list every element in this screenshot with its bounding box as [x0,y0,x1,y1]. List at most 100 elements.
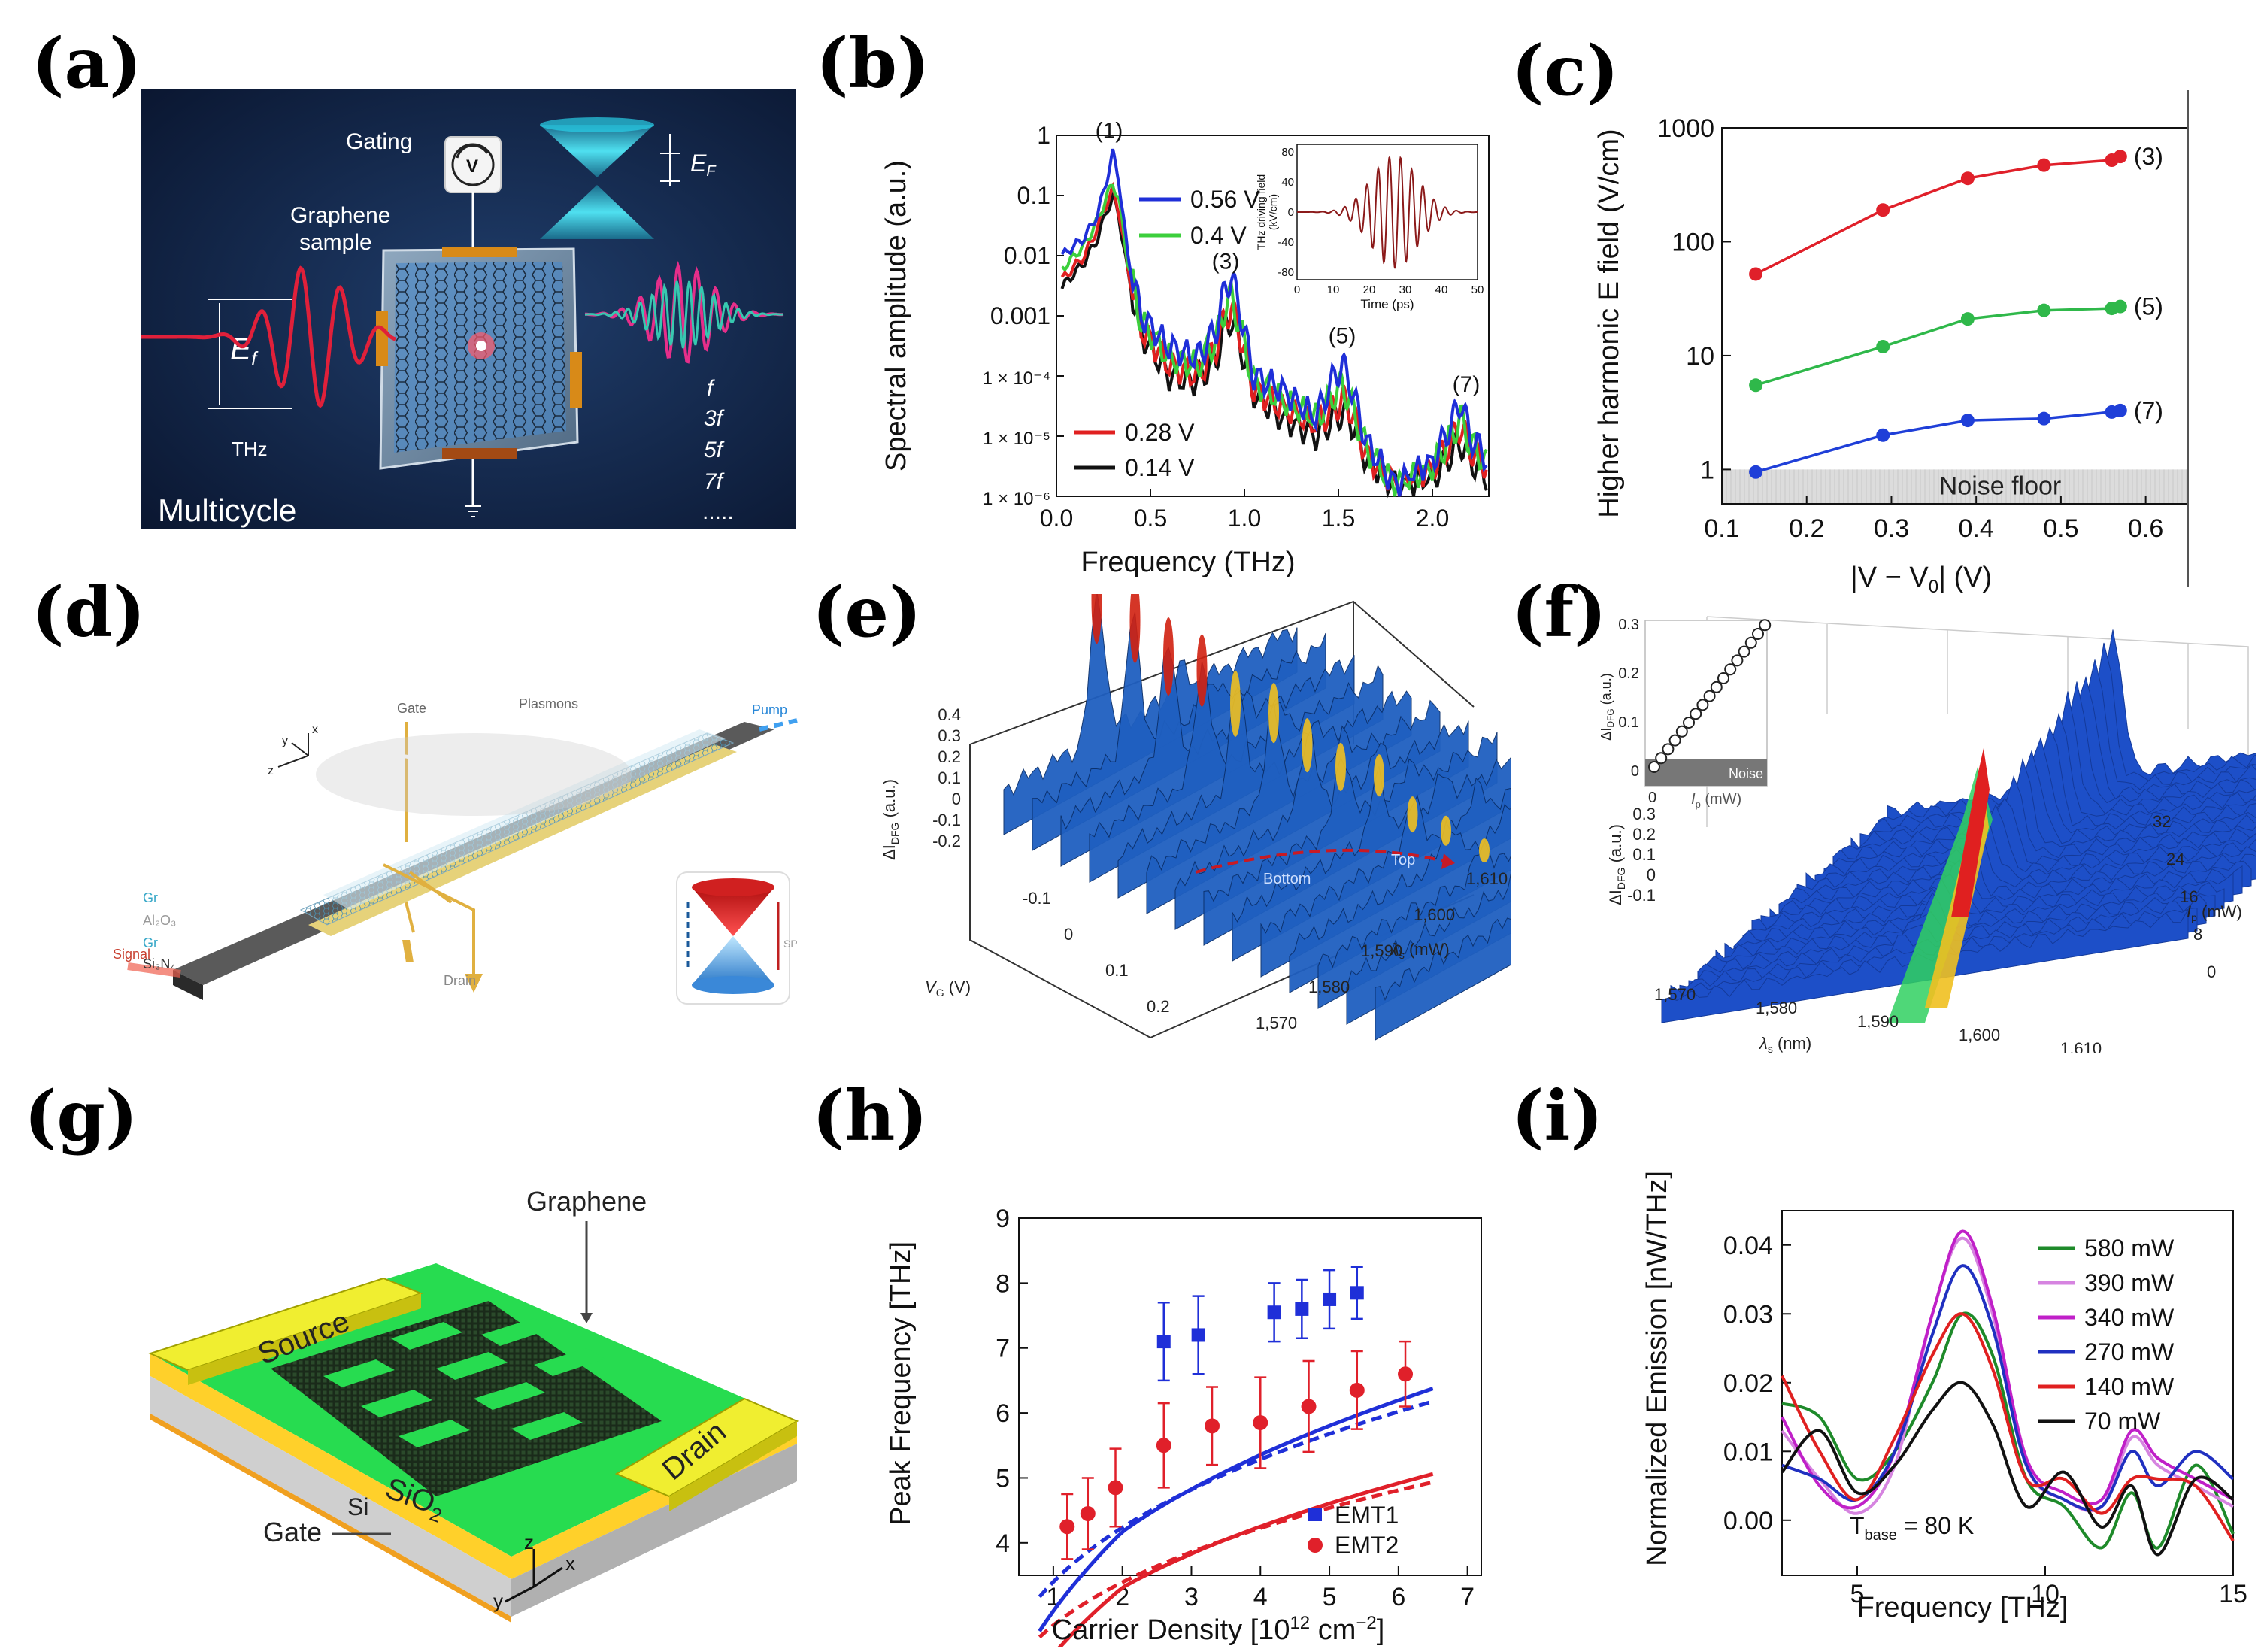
panel-c-point [1876,428,1890,442]
panel-f-inset: Noise 0.3 0.2 0.1 00 Ip (mW) ΔIDFG (a.u.) [1599,617,1772,810]
panel-h-legend: EMT1 EMT2 [1308,1502,1399,1559]
e-field-label: E [230,331,252,366]
plasmon-glow [316,733,632,816]
panel-c-point [1960,171,1975,186]
dirac-cone-icon: EF [540,117,717,239]
panel-h-ytick-label: 6 [996,1399,1010,1428]
panel-h-point-emt2 [1156,1438,1171,1453]
panel-f-iptick-label: 16 [2180,887,2198,906]
panel-f-ip-label-main: I [2187,902,2191,921]
panel-f-lstick-label: 1,590 [1857,1012,1899,1031]
panel-h-point-emt1 [1295,1302,1309,1316]
panel-f-iptick-label: 32 [2153,812,2171,831]
panel-f-ip-label-unit: (mW) [2197,902,2242,921]
panel-f-inset-point [1696,699,1709,711]
gate-label: Gate [263,1517,322,1547]
drain-electrode [614,1397,799,1511]
panel-f-iptick-label: 8 [2193,925,2202,944]
panel-b-legend-label: 0.56 V [1190,186,1260,213]
noise-floor-label: Noise floor [1939,471,2062,500]
svg-text:EF: EF [690,150,717,180]
panel-e-peak [1302,718,1313,773]
panel-i-frame [1781,1210,2234,1576]
panel-f-iptick-label: 24 [2166,850,2184,868]
panel-h-ytick-label: 7 [996,1335,1010,1363]
panel-label-d: (d) [32,571,146,653]
source-electrode [148,1277,423,1385]
panel-e-z-ticks: 0.4 0.3 0.2 0.1 0 -0.1 -0.2 [932,705,961,850]
panel-i-xtick-label: 10 [2031,1580,2059,1608]
panel-c-point [2113,150,2127,164]
panel-e-ls-label: λs (mW) [1390,940,1450,961]
dirac-cone-inset-icon: SP [676,871,798,1005]
panel-c-point [2113,299,2127,314]
panel-e-zlabel-sub: DFG [889,823,901,845]
panel-e-ls-label-sub: s [1399,949,1405,961]
panel-h-legend-label-emt2: EMT2 [1335,1532,1399,1559]
panel-e-zlabel-main: ΔI [880,844,899,860]
emitted-harmonic-wave-2 [584,280,783,349]
panel-h-xtick-label: 3 [1184,1583,1199,1611]
panel-c-xtick-label: 0.3 [1874,514,1909,543]
panel-b-inset-xtick-label: 10 [1327,283,1340,296]
panel-c-ytick-label: 10 [1686,342,1714,371]
panel-i-legend-label: 390 mW [2084,1269,2175,1296]
panel-i-series-580mW [1781,1311,2235,1550]
panel-e-lstick-label: 1,570 [1256,1014,1297,1032]
panel-b-inset: 0 10 20 30 40 50 80 40 0 -40 -80 Time (ps) THz drivi… [1255,144,1484,311]
panel-f-inset-point [1752,628,1764,640]
panel-f-ip-ticks: 08 16 24 32 [2153,812,2216,981]
gate-label: Gate [397,701,426,716]
panel-f-ls-ticks: 1,570 1,580 1,590 1,600 1,610 [1654,985,2102,1053]
panel-f-vg-label-main: V [1684,917,1697,936]
panel-e-zlabel-unit: (a.u.) [880,779,899,822]
panel-f-inset-xlabel: Ip (mW) [1691,791,1741,810]
panel-h-xlabel-sup: 12 [1290,1613,1310,1633]
panel-c-xlabel: |V − V0| (V) [1850,562,1992,597]
panel-b-peak-label: (5) [1329,323,1356,348]
panel-i-ytick-label: 0.04 [1723,1232,1773,1260]
panel-c-point [1749,378,1763,393]
panel-i-series-140mW [1781,1312,2235,1542]
panel-c-xtick-label: 0.5 [2043,514,2078,543]
panel-b-inset-ytick-label: -40 [1278,236,1294,249]
panel-h-frame [1018,1217,1482,1576]
panel-label-e: (e) [812,571,922,653]
signal-label: Signal [113,947,150,962]
voltmeter-icon: V [444,136,502,193]
panel-c-point [2113,403,2127,417]
panel-label-b: (b) [816,23,930,104]
panel-h-xlabel-unit: cm [1310,1614,1356,1646]
panel-b-axes: 0.0 0.5 1.0 1.5 2.0 1 0.1 0.01 0.001 1 × 10⁻⁴ 1 × … [983,122,1490,532]
signal-beam [127,962,181,978]
panel-c-point [1876,203,1890,217]
panel-e-ztick-label: 0.4 [938,705,961,724]
graphene-sample [376,247,582,470]
panel-c-point [2037,158,2051,172]
panel-i-ytick-label: 0.00 [1723,1507,1773,1535]
panel-e-ridge [1289,804,1511,993]
graphene-channel [271,1301,662,1496]
panel-label-i: (i) [1511,1075,1604,1156]
panel-b-ylabel: Spectral amplitude (a.u.) [880,160,912,471]
panel-f-vg-label: VG = 0 V [1684,917,1747,938]
axes-triad-g [505,1549,563,1603]
panel-h-point-emt1 [1191,1328,1205,1342]
panel-c-ytick-label: 100 [1672,228,1714,256]
panel-h-xlabel-end: ] [1377,1614,1385,1646]
ef-cone-label: E [690,150,707,177]
panel-label-h: (h) [812,1075,928,1156]
axis-x-label: x [312,723,318,736]
panel-i-legend-label: 580 mW [2084,1235,2175,1262]
panel-f-inset-xlabel-sub: p [1696,799,1701,810]
panel-e-vg-ticks: -0.1 0 0.1 0.2 [1023,889,1170,1016]
panel-e-ridge [1346,869,1511,1025]
panel-h-chart: 1 2 3 4 5 6 7 4 5 6 7 8 9 EMT1 EMT2 Carrier Density [… [885,1205,1482,1647]
panel-f-inset-ytick-label: 0 [1631,763,1639,780]
panel-b-inset-ytick-label: -80 [1278,266,1294,279]
panel-e-peak [1374,754,1384,797]
panel-b-ytick-label: 1 × 10⁻⁵ [983,429,1050,449]
panel-f-inset-ylabel-unit: (a.u.) [1599,673,1614,708]
panel-b-xtick-label: 1.5 [1322,505,1355,532]
panel-c-point [1960,414,1975,428]
